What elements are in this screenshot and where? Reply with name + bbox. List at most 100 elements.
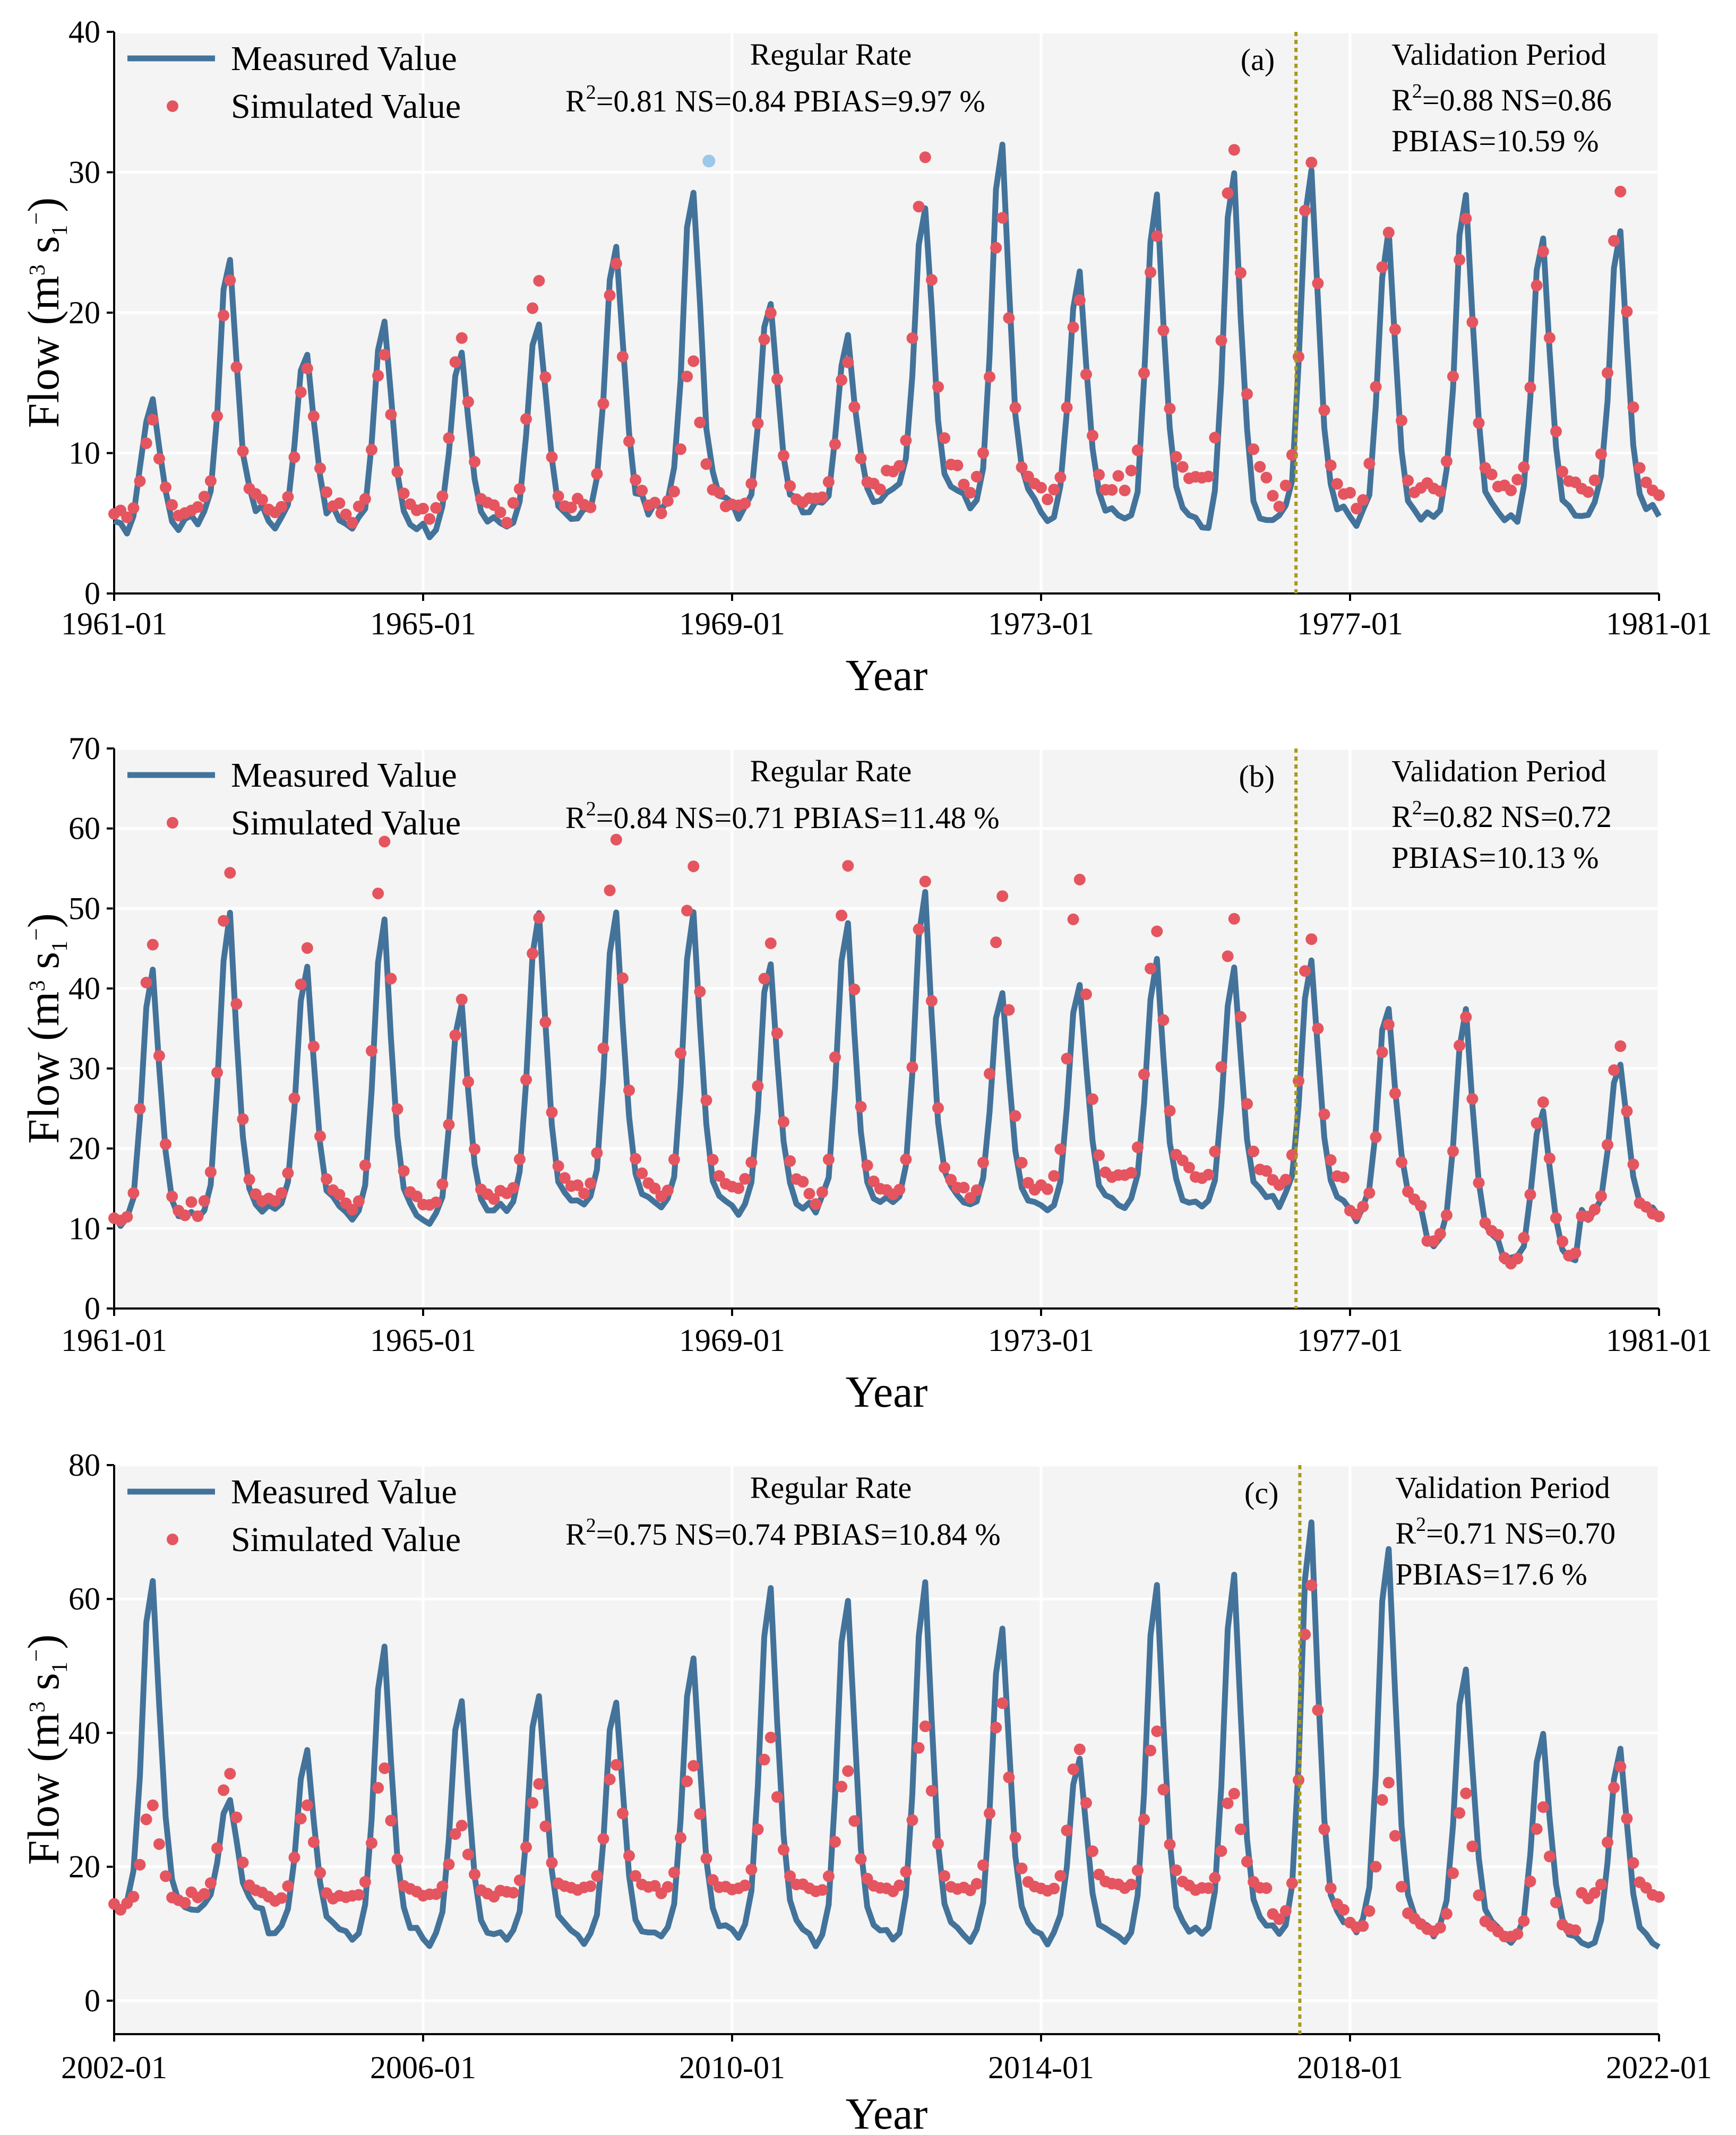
simulated-point bbox=[1602, 1836, 1613, 1848]
x-axis-label: Year bbox=[846, 1367, 928, 1417]
simulated-point bbox=[198, 1195, 210, 1207]
y-tick-label: 50 bbox=[68, 891, 100, 926]
simulated-point bbox=[1016, 461, 1028, 474]
simulated-point bbox=[237, 1113, 249, 1125]
simulated-point bbox=[977, 1157, 989, 1169]
simulated-point bbox=[1485, 468, 1498, 480]
simulated-point bbox=[301, 942, 313, 954]
simulated-point bbox=[1260, 1882, 1273, 1894]
simulated-point bbox=[1305, 157, 1318, 169]
simulated-point bbox=[1531, 1823, 1543, 1835]
simulated-point bbox=[784, 1870, 796, 1882]
simulated-point bbox=[1073, 294, 1086, 306]
simulated-point bbox=[752, 417, 764, 429]
simulated-point bbox=[925, 274, 938, 286]
simulated-point bbox=[1363, 1905, 1376, 1917]
y-tick-label: 30 bbox=[68, 1051, 100, 1086]
simulated-point bbox=[1370, 1131, 1382, 1143]
simulated-point bbox=[1145, 1744, 1157, 1757]
simulated-point bbox=[527, 302, 539, 314]
simulated-point bbox=[1151, 925, 1163, 937]
simulated-point bbox=[1382, 1019, 1395, 1031]
simulated-point bbox=[1557, 1235, 1569, 1247]
simulated-point bbox=[822, 476, 835, 488]
y-axis-label: Flow (m3 s1−) bbox=[19, 913, 72, 1143]
simulated-point bbox=[1595, 1879, 1607, 1891]
simulated-point bbox=[925, 1785, 938, 1797]
simulated-point bbox=[359, 493, 371, 505]
simulated-point bbox=[127, 1891, 140, 1903]
y-tick-label: 20 bbox=[68, 1849, 100, 1884]
simulated-point bbox=[1357, 494, 1369, 506]
simulated-point bbox=[1595, 1190, 1607, 1202]
legend-simulated-label: Simulated Value bbox=[231, 87, 461, 126]
simulated-point bbox=[552, 490, 564, 502]
simulated-point bbox=[1344, 487, 1356, 499]
y-axis-label: Flow (m3 s1−) bbox=[19, 1634, 72, 1865]
simulated-point bbox=[436, 490, 449, 502]
simulated-point bbox=[385, 1814, 397, 1827]
simulated-point bbox=[385, 409, 397, 420]
simulated-point bbox=[1550, 1212, 1562, 1224]
simulated-point bbox=[1234, 1823, 1247, 1836]
simulated-point bbox=[842, 860, 854, 872]
validation-stats: R2=0.82 NS=0.72 bbox=[1391, 797, 1612, 834]
simulated-point bbox=[668, 486, 680, 498]
simulated-point bbox=[623, 435, 635, 447]
simulated-point bbox=[539, 1820, 552, 1832]
calibration-stats: R2=0.81 NS=0.84 PBIAS=9.97 % bbox=[565, 81, 985, 118]
x-axis-label: Year bbox=[846, 2089, 928, 2135]
y-tick-label: 70 bbox=[68, 731, 100, 766]
simulated-point bbox=[230, 998, 243, 1010]
simulated-point bbox=[1215, 1845, 1227, 1857]
simulated-point bbox=[1531, 279, 1543, 291]
simulated-point bbox=[990, 1721, 1002, 1734]
simulated-point bbox=[1202, 1168, 1215, 1181]
simulated-point bbox=[597, 1042, 609, 1054]
simulated-point bbox=[282, 1880, 294, 1892]
simulated-point bbox=[1260, 1165, 1273, 1177]
simulated-point bbox=[546, 1857, 558, 1869]
simulated-point bbox=[237, 1856, 249, 1869]
simulated-point bbox=[391, 466, 403, 478]
simulated-point bbox=[1337, 1904, 1350, 1916]
simulated-point bbox=[237, 445, 249, 457]
simulated-point bbox=[1131, 1864, 1144, 1876]
simulated-point bbox=[874, 483, 886, 495]
simulated-point bbox=[842, 356, 854, 368]
x-tick-label: 2002-01 bbox=[61, 2050, 167, 2085]
simulated-point bbox=[1318, 404, 1330, 416]
simulated-point bbox=[745, 478, 758, 489]
calibration-title: Regular Rate bbox=[750, 37, 912, 72]
simulated-point bbox=[1614, 1761, 1627, 1772]
simulated-point bbox=[179, 1897, 191, 1909]
simulated-point bbox=[134, 475, 146, 487]
simulated-point bbox=[333, 497, 346, 509]
simulated-point bbox=[822, 1870, 835, 1882]
simulated-point bbox=[1376, 261, 1388, 273]
simulated-point bbox=[1003, 1004, 1015, 1016]
simulated-point bbox=[1447, 1145, 1459, 1157]
simulated-point bbox=[211, 410, 223, 422]
simulated-point bbox=[469, 1143, 480, 1155]
simulated-point bbox=[1569, 1247, 1582, 1259]
simulated-point bbox=[932, 1838, 944, 1850]
simulated-point bbox=[527, 948, 539, 960]
simulated-point bbox=[1222, 1797, 1234, 1810]
simulated-point bbox=[1125, 464, 1137, 477]
simulated-point bbox=[443, 1858, 455, 1871]
simulated-point bbox=[1087, 1845, 1098, 1857]
simulated-point bbox=[1293, 1774, 1304, 1786]
simulated-point bbox=[1209, 1146, 1221, 1158]
simulated-point bbox=[1550, 1897, 1562, 1908]
simulated-point bbox=[1067, 321, 1079, 333]
simulated-point bbox=[739, 497, 751, 510]
x-tick-label: 1977-01 bbox=[1297, 606, 1403, 641]
y-tick-label: 60 bbox=[68, 1581, 100, 1616]
simulated-point bbox=[449, 356, 461, 368]
simulated-point bbox=[945, 1174, 957, 1186]
x-tick-label: 2010-01 bbox=[679, 2050, 785, 2085]
simulated-point bbox=[687, 1760, 700, 1772]
simulated-point bbox=[1454, 1039, 1466, 1052]
simulated-point bbox=[1248, 1146, 1260, 1158]
